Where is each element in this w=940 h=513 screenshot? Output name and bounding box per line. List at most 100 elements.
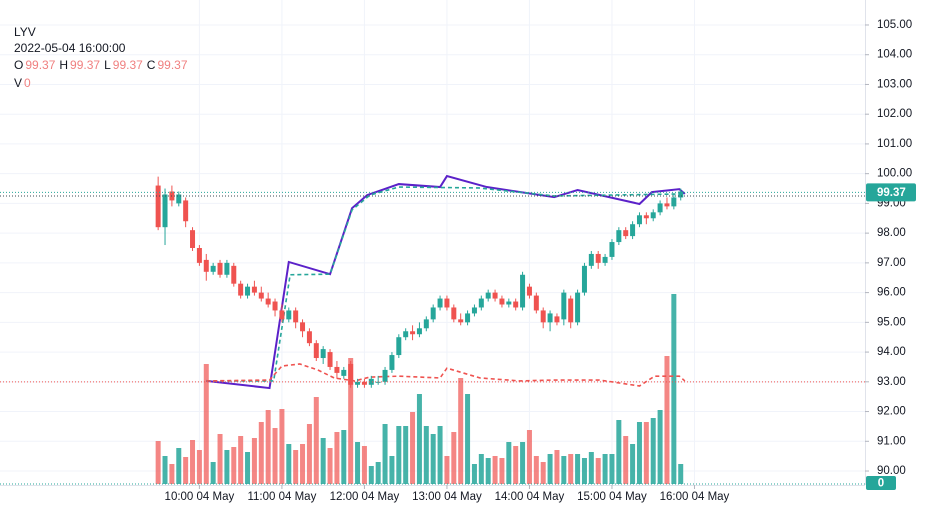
ohlc-key: O (14, 58, 23, 72)
volume-bar (162, 456, 168, 484)
candle-body (602, 256, 608, 263)
volume-bar (272, 428, 278, 484)
candle-body (437, 298, 443, 308)
volume-bar (554, 450, 560, 484)
x-tick-label: 14:00 04 May (495, 491, 565, 503)
candle-body (561, 292, 567, 320)
volume-bar (623, 436, 629, 484)
candle-body (410, 331, 416, 335)
candle-body (588, 253, 594, 266)
indicator-line (206, 363, 686, 387)
candle-body (643, 215, 649, 219)
volume-bar (643, 422, 649, 484)
volume-bar (410, 412, 416, 484)
volume-bar (581, 458, 587, 484)
candle-body (245, 286, 251, 296)
volume-bar (389, 456, 395, 484)
volume-bar (588, 452, 594, 484)
candle-body (636, 215, 642, 225)
volume-bar (224, 450, 230, 484)
candle-body (416, 328, 422, 335)
volume-bar (657, 410, 663, 484)
x-tick-label: 13:00 04 May (412, 491, 482, 503)
candle-body (533, 295, 539, 311)
candle-body (423, 319, 429, 329)
volume-key: V (14, 76, 22, 90)
volume-bar (176, 448, 182, 484)
candle-body (650, 212, 656, 219)
indicator-line (206, 186, 685, 382)
volume-bar (196, 450, 202, 484)
candle-body (231, 265, 237, 284)
volume-bar (279, 409, 285, 484)
candle-body (313, 343, 319, 359)
volume-bar (203, 364, 209, 484)
volume-bar (547, 454, 553, 484)
candle-body (657, 203, 663, 213)
volume-bar (355, 442, 361, 484)
volume-bar (183, 457, 189, 484)
volume-bar (485, 458, 491, 484)
volume-bar (210, 462, 216, 484)
volume-bar (471, 464, 477, 484)
axes: 90.00 91.00 92.00 93.00 94.00 95.00 96.00 97.00… (165, 19, 916, 503)
candle-body (581, 265, 587, 293)
volume-bar (300, 444, 306, 484)
volume-bar (499, 458, 505, 484)
candle-body (458, 319, 464, 323)
candle-body (265, 298, 271, 305)
x-tick-label: 12:00 04 May (330, 491, 400, 503)
candle-body (183, 200, 189, 222)
candle-body (334, 366, 340, 373)
volume-bar (231, 447, 237, 484)
datetime: 2022-05-04 16:00:00 (14, 41, 126, 55)
candle-body (258, 292, 264, 299)
volume-bar (451, 432, 457, 484)
candle-body (630, 224, 636, 237)
volume-bar (265, 410, 271, 484)
volume-bar (320, 438, 326, 484)
volume-bar (506, 442, 512, 484)
volume-bar (238, 436, 244, 484)
x-tick-label: 15:00 04 May (577, 491, 647, 503)
y-tick-label: 103.00 (877, 78, 912, 90)
volume-bar (609, 454, 615, 484)
candle-body (513, 301, 519, 308)
x-tick-label: 16:00 04 May (660, 491, 730, 503)
volume-bar (520, 442, 526, 484)
y-tick-label: 94.00 (877, 346, 906, 358)
volume-bar (258, 422, 264, 484)
last-price-tag (866, 183, 916, 202)
candle-body (499, 298, 505, 305)
last-volume-tag (866, 476, 896, 490)
volume-bar (492, 456, 498, 484)
volume-bar (568, 454, 574, 484)
candle-body (286, 310, 292, 320)
candle-body (671, 197, 677, 207)
x-tick-label: 11:00 04 May (247, 491, 316, 503)
candle-body (568, 298, 574, 323)
volume-bar (513, 446, 519, 484)
volume-bar (437, 426, 443, 484)
legend: LYV 2022-05-04 16:00:00 O 99.37 H 99.37 L 99.… (14, 25, 188, 90)
candle-body (217, 262, 223, 275)
candle-body (238, 283, 244, 296)
candle-body (471, 307, 477, 314)
volume-bar (575, 454, 581, 484)
volume-bar (286, 444, 292, 484)
candle-body (403, 331, 409, 338)
ohlc-value: 99.37 (25, 58, 55, 72)
symbol: LYV (14, 25, 36, 39)
volume-value: 0 (24, 76, 31, 90)
candle-body (320, 349, 326, 359)
candle-body (368, 378, 374, 385)
candle-body (540, 310, 546, 323)
volume-bar (444, 456, 450, 484)
candle-body (279, 310, 285, 320)
candle-body (478, 298, 484, 308)
candle-body (492, 292, 498, 299)
ohlc-key: H (59, 58, 68, 72)
candle-body (430, 307, 436, 320)
candle-body (382, 369, 388, 382)
